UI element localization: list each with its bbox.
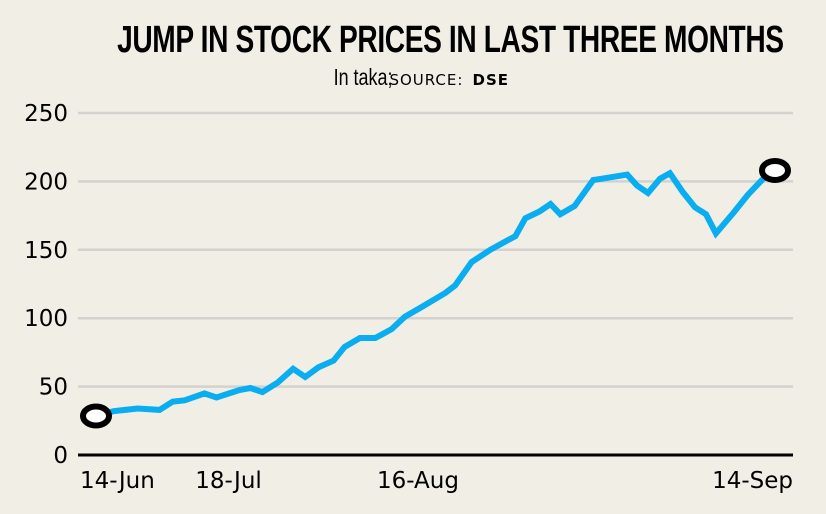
x-tick-label: 14-Jun (80, 468, 155, 494)
markers (80, 157, 791, 429)
subtitle-source: DSE (472, 71, 510, 89)
subtitle-source-label: SOURCE: (389, 71, 464, 89)
y-tick-label: 0 (53, 443, 68, 469)
gridlines (78, 111, 793, 388)
x-tick-label: 16-Aug (377, 468, 459, 494)
y-tick-label: 150 (24, 238, 68, 264)
chart-subtitle: In taka; SOURCE: DSE (0, 64, 826, 91)
x-tick-label: 14-Sep (712, 468, 793, 494)
x-tick-label: 18-Jul (195, 468, 262, 494)
chart-title-wrap: JUMP IN STOCK PRICES IN LAST THREE MONTH… (0, 16, 826, 64)
start-marker (80, 403, 112, 429)
subtitle-unit: In taka; (333, 64, 393, 90)
y-tick-label: 100 (24, 306, 68, 332)
series-line (95, 168, 777, 419)
y-tick-label: 200 (24, 169, 68, 195)
y-tick-label: 50 (39, 375, 68, 401)
y-tick-label: 250 (24, 101, 68, 127)
x-axis-ticks: 14-Jun 18-Jul 16-Aug 14-Sep (80, 468, 793, 494)
end-marker (759, 157, 791, 183)
chart-title: JUMP IN STOCK PRICES IN LAST THREE MONTH… (117, 19, 784, 61)
y-axis-ticks: 0 50 100 150 200 250 (24, 101, 68, 469)
